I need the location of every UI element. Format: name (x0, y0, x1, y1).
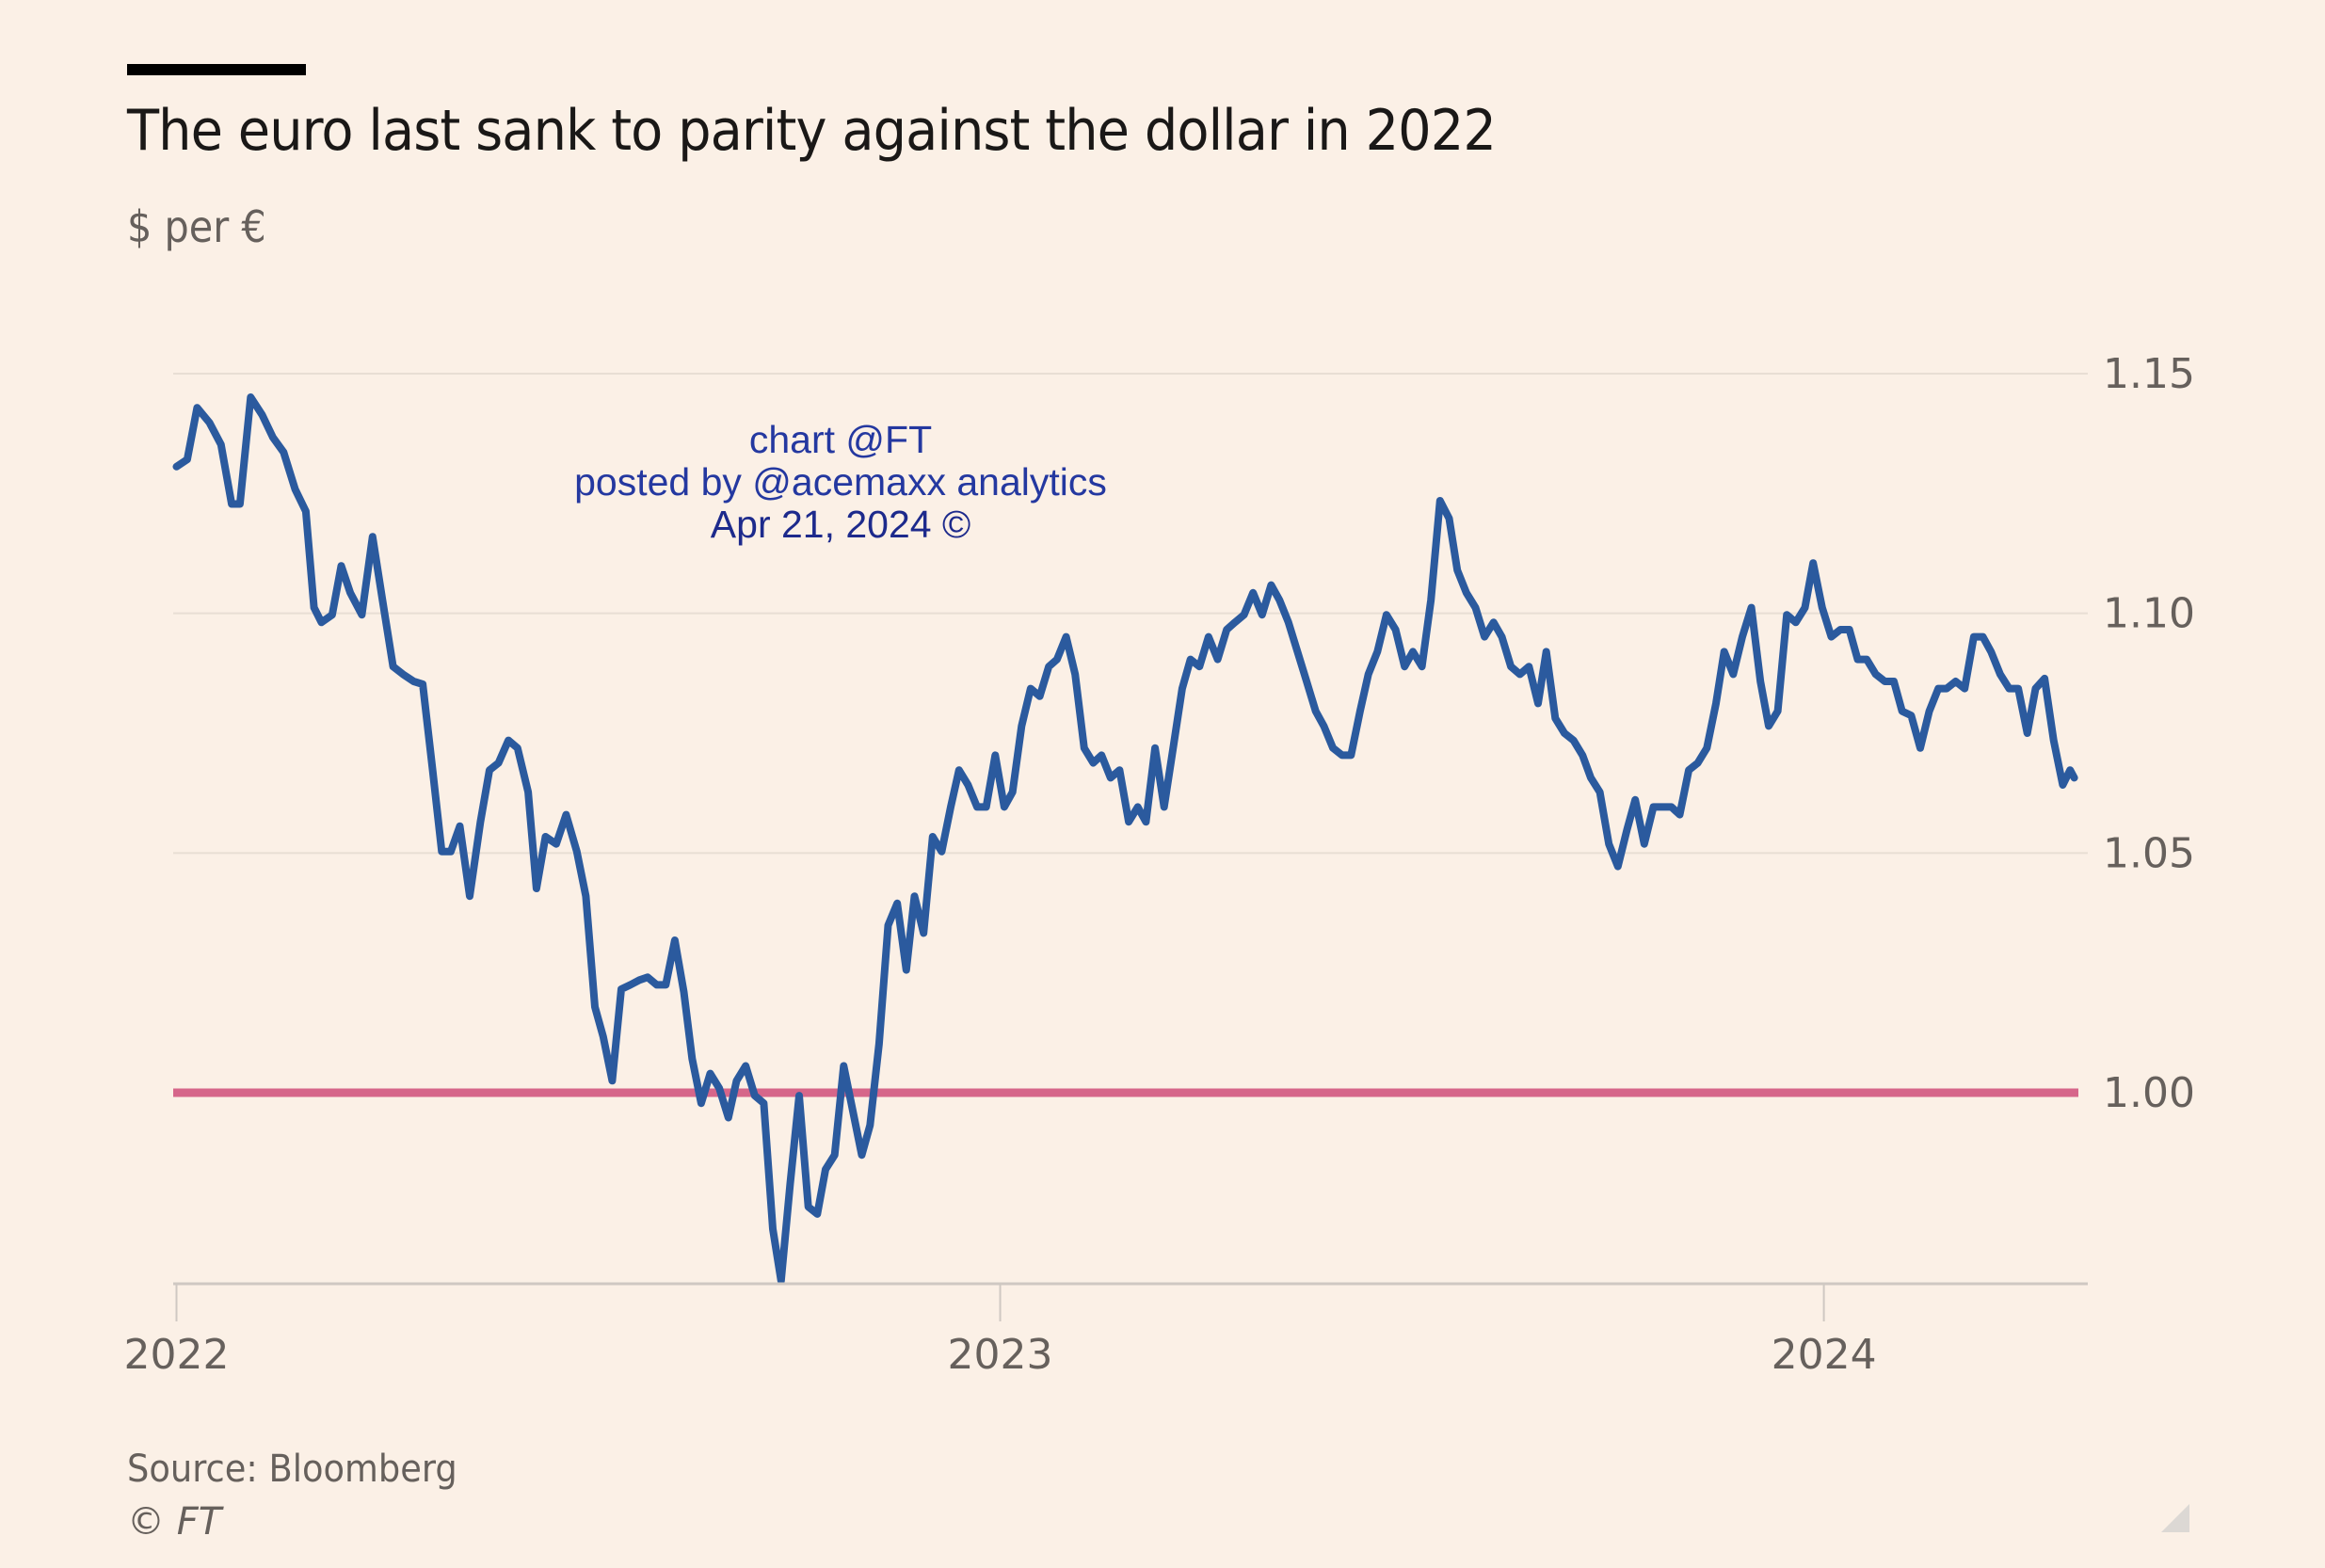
y-tick-label: 1.10 (2103, 590, 2195, 638)
gridlines (173, 373, 2088, 855)
x-tick-label: 2022 (124, 1331, 230, 1379)
y-tick-label: 1.00 (2103, 1069, 2195, 1117)
watermark-line-2: posted by @acemaxx analytics (574, 460, 1107, 504)
x-axis: 2022 2023 2024 (124, 1282, 2088, 1379)
resize-corner-icon (2161, 1504, 2189, 1532)
y-tick-label: 1.05 (2103, 829, 2195, 877)
copyright-note: © FT (127, 1500, 222, 1544)
source-note: Source: Bloomberg (127, 1448, 457, 1491)
watermark-line-3: Apr 21, 2024 © (710, 503, 971, 546)
watermark-line-1: chart @FT (748, 418, 933, 461)
series-layer (172, 393, 2078, 1285)
y-tick-label: 1.15 (2103, 350, 2195, 398)
x-tick-label: 2024 (1772, 1331, 1877, 1379)
eur-usd-series-line (172, 393, 2078, 1285)
title-accent-bar (127, 64, 306, 75)
watermark: chart @FT posted by @acemaxx analytics A… (574, 419, 1107, 546)
chart-title: The euro last sank to parity against the… (127, 98, 1497, 164)
x-tick-label: 2023 (948, 1331, 1053, 1379)
chart-subtitle: $ per € (127, 201, 266, 252)
y-axis-tick-labels: 1.00 1.05 1.10 1.15 (2103, 350, 2195, 1117)
